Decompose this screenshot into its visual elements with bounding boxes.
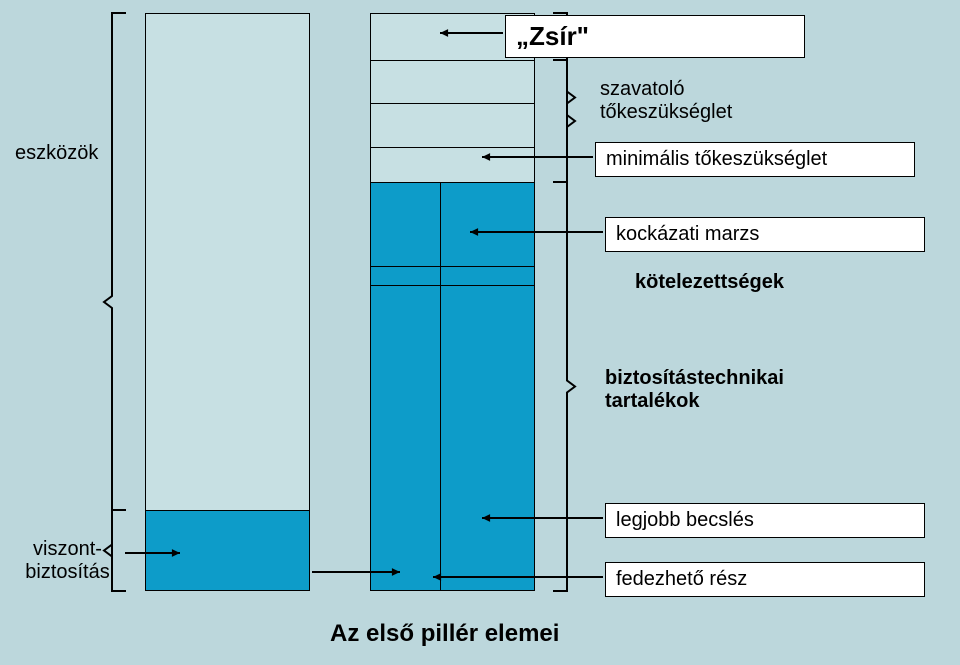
label-eszkozok: eszközök xyxy=(15,142,115,165)
label-kockazati: kockázati marzs xyxy=(605,217,925,252)
label-szavatolo: szavatoló tőkeszükséglet xyxy=(600,78,910,124)
label-fedezheto: fedezhető rész xyxy=(605,562,925,597)
label-minimalis: minimális tőkeszükséglet xyxy=(595,142,915,177)
bracket-kotelezettsegek xyxy=(553,182,575,591)
page-title: Az első pillér elemei xyxy=(330,620,559,648)
arrowhead-viszont-r xyxy=(172,549,180,557)
bracket-eszkozok xyxy=(104,13,126,591)
label-biztositas: biztosítástechnikai tartalékok xyxy=(605,367,925,413)
arrowhead-legjobb xyxy=(482,514,490,522)
label-viszont: viszont- biztosítás xyxy=(15,538,120,584)
bracket-minimalis xyxy=(553,60,575,182)
arrowhead-zsir xyxy=(440,29,448,37)
label-legjobb: legjobb becslés xyxy=(605,503,925,538)
diagram-stage: „Zsír" szavatoló tőkeszükséglet minimális … xyxy=(0,0,960,665)
arrowhead-minimalis xyxy=(482,153,490,161)
label-zsir: „Zsír" xyxy=(505,15,805,58)
arrowhead-viszont-rr xyxy=(392,568,400,576)
arrowhead-fedezheto xyxy=(433,573,441,581)
arrowhead-kockazati xyxy=(470,228,478,236)
label-kotelezett: kötelezettségek xyxy=(635,271,935,294)
